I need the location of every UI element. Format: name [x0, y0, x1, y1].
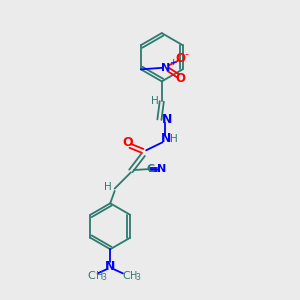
Text: O: O [123, 136, 133, 149]
Text: H: H [130, 271, 137, 281]
Text: C: C [146, 164, 155, 174]
Text: 3: 3 [102, 273, 106, 282]
Text: N: N [161, 63, 170, 73]
Text: O: O [175, 72, 185, 85]
Text: N: N [157, 164, 166, 174]
Text: +: + [169, 58, 177, 67]
Text: H: H [152, 96, 159, 106]
Text: C: C [88, 271, 96, 281]
Text: C: C [122, 271, 130, 281]
Text: 3: 3 [136, 273, 141, 282]
Text: H: H [104, 182, 112, 192]
Text: O: O [175, 52, 185, 65]
Text: N: N [161, 132, 171, 145]
Text: N: N [105, 260, 116, 273]
Text: -: - [185, 49, 189, 59]
Text: H: H [170, 134, 178, 144]
Text: H: H [96, 271, 103, 281]
Text: N: N [162, 113, 172, 126]
